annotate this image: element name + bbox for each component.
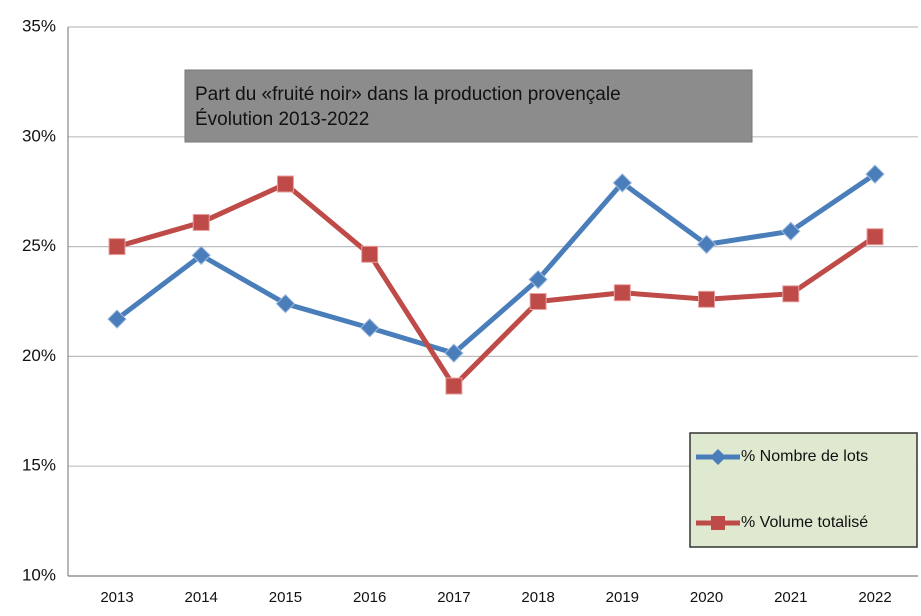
point <box>192 213 210 231</box>
point <box>276 175 294 193</box>
point <box>696 234 717 255</box>
x-tick-label: 2013 <box>100 589 133 606</box>
legend-box <box>689 432 918 548</box>
point <box>107 309 127 329</box>
point <box>359 318 380 338</box>
x-tick-label: 2017 <box>437 589 470 606</box>
title-box <box>184 69 753 143</box>
point <box>529 293 547 310</box>
legend-label: % Volume totalisé <box>741 514 868 531</box>
point <box>782 285 800 303</box>
y-tick-label: 10% <box>22 565 56 584</box>
x-tick-label: 2020 <box>690 589 723 606</box>
x-tick-label: 2022 <box>858 589 891 606</box>
x-tick-label: 2015 <box>269 589 302 606</box>
legend-label: % Nombre de lots <box>741 448 868 465</box>
point <box>781 221 801 241</box>
point <box>865 164 885 184</box>
y-tick-label: 25% <box>22 236 56 255</box>
series-line <box>115 172 877 356</box>
x-tick-label: 2014 <box>185 589 218 606</box>
y-tick-label: 15% <box>22 456 56 475</box>
chart-subtitle: Évolution 2013-2022 <box>195 109 369 130</box>
point <box>361 245 379 263</box>
legend-marker <box>710 449 726 465</box>
y-tick-label: 20% <box>22 346 56 365</box>
point <box>444 343 464 363</box>
chart-title: Part du «fruité noir» dans la production… <box>195 84 621 105</box>
x-tick-label: 2019 <box>606 589 639 606</box>
y-tick-label: 30% <box>22 126 56 145</box>
series-line <box>116 181 877 389</box>
x-tick-label: 2018 <box>521 589 554 606</box>
point <box>108 238 126 256</box>
x-tick-label: 2021 <box>774 589 807 606</box>
point <box>275 293 296 314</box>
point <box>612 173 633 193</box>
point <box>528 269 548 290</box>
point <box>613 284 631 302</box>
legend-marker <box>711 516 725 530</box>
point <box>866 228 884 246</box>
point <box>445 377 463 395</box>
point <box>698 290 716 308</box>
y-tick-label: 35% <box>22 16 56 35</box>
x-tick-label: 2016 <box>353 589 386 606</box>
point <box>191 245 211 266</box>
